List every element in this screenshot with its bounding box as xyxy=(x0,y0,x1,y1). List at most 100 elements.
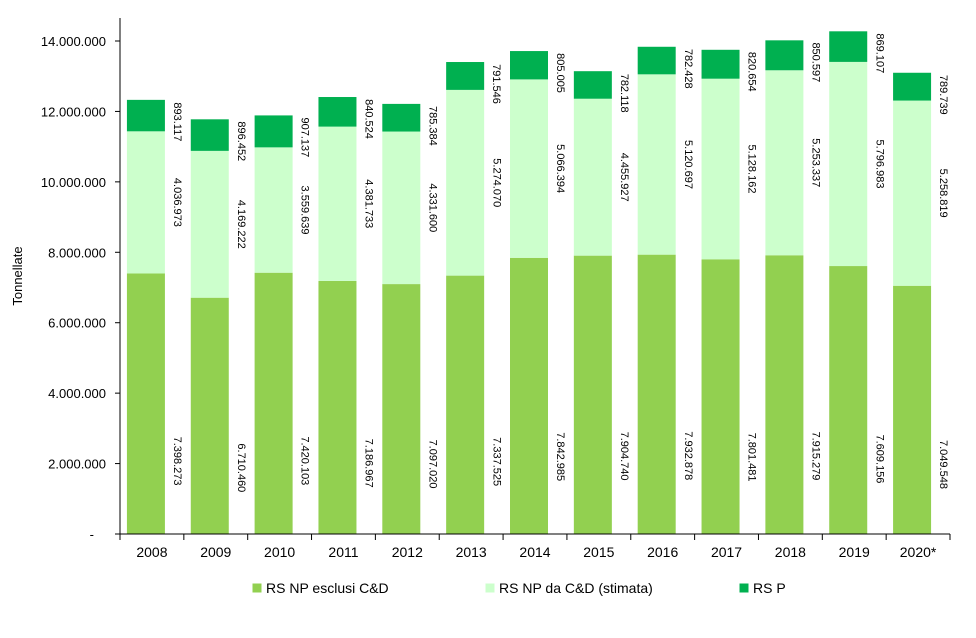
data-label: 869.107 xyxy=(873,33,885,73)
bar-segment xyxy=(126,99,165,132)
bar-segment xyxy=(510,79,548,258)
data-label: 4.036.973 xyxy=(171,178,183,227)
bar-segment xyxy=(893,285,932,534)
bar-segment xyxy=(382,131,421,285)
bar-segment xyxy=(382,103,421,132)
bar-segment xyxy=(190,297,229,534)
y-tick-label: 14.000.000 xyxy=(41,34,106,49)
data-label: 7.904.740 xyxy=(618,432,630,481)
data-label: 782.428 xyxy=(682,49,694,89)
bar-segment xyxy=(701,78,740,260)
x-tick-label: 2016 xyxy=(647,544,678,560)
bar-segment xyxy=(510,51,548,80)
data-label: 805.005 xyxy=(554,53,566,93)
x-tick-label: 2010 xyxy=(264,544,295,560)
x-tick-label: 2009 xyxy=(200,544,231,560)
bar-segment xyxy=(573,98,612,256)
bar-segment xyxy=(829,61,868,267)
bar-segment xyxy=(126,131,165,274)
bar-segment xyxy=(637,46,676,75)
data-label: 7.049.548 xyxy=(937,440,949,489)
data-label: 4.455.927 xyxy=(618,153,630,202)
data-label: 5.128.162 xyxy=(746,145,758,194)
y-axis-label: Tonnellate xyxy=(10,246,25,305)
bar-segment xyxy=(701,49,740,79)
y-tick-label: 12.000.000 xyxy=(41,104,106,119)
data-label: 5.120.697 xyxy=(682,140,694,189)
bar-segment xyxy=(446,275,485,534)
bar-segment xyxy=(318,126,357,281)
legend-swatch xyxy=(252,583,262,593)
data-label: 7.186.967 xyxy=(363,439,375,488)
bar-segment xyxy=(573,71,612,99)
data-label: 7.915.279 xyxy=(809,431,821,480)
data-label: 5.274.070 xyxy=(490,158,502,207)
data-label: 7.801.481 xyxy=(746,433,758,482)
legend-swatch xyxy=(739,583,749,593)
y-tick-label: - xyxy=(90,527,94,542)
x-tick-label: 2014 xyxy=(519,544,550,560)
data-label: 4.331.600 xyxy=(426,183,438,232)
bar-segment xyxy=(637,254,676,535)
y-tick-label: 2.000.000 xyxy=(48,457,106,472)
bar-segment xyxy=(829,31,868,62)
data-label: 4.381.733 xyxy=(363,179,375,228)
bar-segment xyxy=(382,284,421,534)
data-label: 7.398.273 xyxy=(171,437,183,486)
data-label: 785.384 xyxy=(426,106,438,146)
legend-swatch xyxy=(485,583,495,593)
x-tick-label: 2008 xyxy=(136,544,167,560)
bar-segment xyxy=(254,272,293,534)
data-label: 5.258.819 xyxy=(937,169,949,218)
bar-segment xyxy=(765,70,804,256)
bar-segment xyxy=(765,255,804,534)
x-tick-label: 2013 xyxy=(456,544,487,560)
x-tick-label: 2020* xyxy=(900,544,937,560)
data-label: 820.654 xyxy=(746,52,758,92)
x-axis: 2008 2009 2010 2011 2012 2013 2014 2015 2016 2017… xyxy=(119,533,951,560)
data-label: 6.710.460 xyxy=(235,443,247,492)
x-tick-label: 2011 xyxy=(328,544,358,560)
data-label: 5.253.337 xyxy=(809,138,821,187)
data-label: 5.796.983 xyxy=(873,140,885,189)
data-label: 7.932.878 xyxy=(682,431,694,480)
bar-segment xyxy=(446,62,485,90)
data-label: 4.169.222 xyxy=(235,200,247,249)
data-label: 782.118 xyxy=(618,74,630,113)
bar-segment xyxy=(765,40,804,71)
bar-segment xyxy=(318,97,357,127)
y-axis: - 2.000.000 4.000.000 6.000.000 8.000.000 10.… xyxy=(41,18,121,542)
bar-segment xyxy=(126,273,165,534)
data-label: 840.524 xyxy=(363,99,375,139)
data-label: 7.337.525 xyxy=(490,437,502,486)
bar-segment xyxy=(893,100,932,286)
bar-segment xyxy=(637,74,676,255)
bar-segment xyxy=(829,266,868,534)
x-tick-label: 2012 xyxy=(392,544,423,560)
bar-segment xyxy=(573,255,612,534)
data-label: 850.597 xyxy=(809,42,821,82)
bar-segment xyxy=(254,115,293,148)
bar-segment xyxy=(701,259,740,534)
data-label: 791.546 xyxy=(490,64,502,104)
bar-segment xyxy=(254,147,293,273)
x-tick-label: 2018 xyxy=(775,544,806,560)
data-label: 893.117 xyxy=(171,102,183,141)
bar-segment xyxy=(318,280,357,534)
legend-label: RS P xyxy=(753,580,786,596)
x-tick-label: 2019 xyxy=(839,544,870,560)
bar-segment xyxy=(190,150,229,298)
data-label: 5.066.394 xyxy=(554,144,566,193)
bars: 7.398.273 4.036.973 893.117 6.710.460 4.169.… xyxy=(126,31,949,535)
legend: RS NP esclusi C&D RS NP da C&D (stimata) R… xyxy=(252,580,786,596)
y-tick-label: 6.000.000 xyxy=(48,316,106,331)
bar-segment xyxy=(510,257,548,534)
data-label: 7.420.103 xyxy=(299,436,311,485)
x-tick-label: 2015 xyxy=(583,544,614,560)
legend-label: RS NP da C&D (stimata) xyxy=(499,580,653,596)
y-tick-label: 4.000.000 xyxy=(48,386,106,401)
bar-segment xyxy=(446,89,485,276)
bar-segment xyxy=(190,119,229,151)
data-label: 789.739 xyxy=(937,75,949,115)
